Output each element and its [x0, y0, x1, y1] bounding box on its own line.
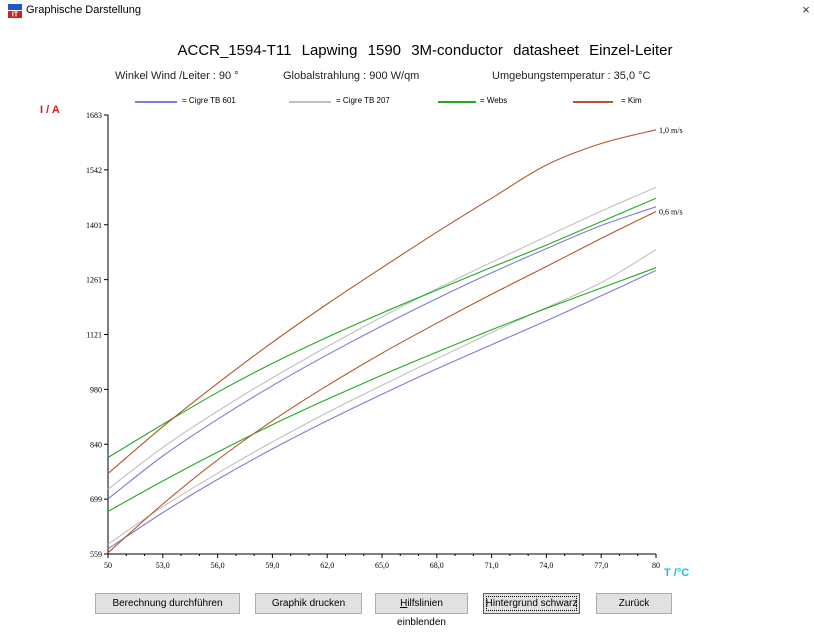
x-tick-label: 80 [652, 561, 660, 570]
show-helplines-button[interactable]: Hilfslinien einblenden [375, 593, 468, 628]
y-tick-label: 1683 [86, 111, 102, 120]
x-tick-label: 50 [104, 561, 112, 570]
x-tick-label: 56,0 [211, 561, 225, 570]
legend-item-cigre207: = Cigre TB 207 [289, 95, 419, 109]
legend-swatch-kim [573, 101, 613, 103]
svg-text:IT: IT [12, 12, 19, 19]
series-line-kim-6 [107, 129, 657, 474]
series-line-kim-7 [107, 211, 657, 554]
y-tick-label: 1542 [86, 166, 102, 175]
x-tick-label: 65,0 [375, 561, 389, 570]
x-tick-label: 62,0 [320, 561, 334, 570]
close-icon[interactable]: × [802, 2, 810, 17]
ambient-temp-text: Umgebungstemperatur : 35,0 °C [492, 70, 651, 82]
legend-swatch-cigre207 [289, 101, 331, 103]
legend-swatch-cigre601 [135, 101, 177, 103]
legend-label-cigre601: = Cigre TB 601 [182, 96, 236, 105]
y-tick-label: 1401 [86, 221, 102, 230]
y-tick-label: 1121 [86, 331, 102, 340]
legend-label-webs: = Webs [480, 96, 508, 105]
y-tick-label: 699 [90, 495, 102, 504]
series-line-cigre-tb-207-3 [107, 249, 657, 545]
title-bar: IT Graphische Darstellung × [0, 0, 814, 22]
back-button[interactable]: Zurück [596, 593, 672, 614]
x-tick-label: 77,0 [594, 561, 608, 570]
wind-angle-text: Winkel Wind /Leiter : 90 ° [115, 70, 239, 82]
print-chart-button[interactable]: Graphik drucken [255, 593, 362, 614]
series-line-webs-5 [107, 267, 657, 512]
series-line-cigre-tb-601-1 [107, 269, 657, 550]
x-tick-label: 59,0 [265, 561, 279, 570]
y-tick-label: 1261 [86, 276, 102, 285]
black-background-button[interactable]: Hintergrund schwarz [483, 593, 580, 614]
y-tick-label: 840 [90, 440, 102, 449]
x-tick-label: 74,0 [539, 561, 553, 570]
helplines-mnemonic: H [400, 598, 408, 609]
series-line-webs-4 [107, 197, 657, 458]
legend-item-kim: = Kim [573, 95, 653, 109]
legend-label-cigre207: = Cigre TB 207 [336, 96, 390, 105]
legend-swatch-webs [438, 101, 476, 103]
chart-plot: 559 699 840 980 1121 1261 1401 1542 1683 50 53,0 56… [86, 111, 683, 570]
x-axis-label: T /°C [664, 567, 690, 579]
legend-item-webs: = Webs [438, 95, 538, 109]
series-line-cigre-tb-207-2 [107, 186, 657, 490]
y-axis-label: I / A [40, 104, 60, 116]
legend-label-kim: = Kim [621, 96, 642, 105]
legend-item-cigre601: = Cigre TB 601 [135, 95, 265, 109]
radiation-text: Globalstrahlung : 900 W/qm [283, 70, 420, 82]
x-tick-label: 68,0 [430, 561, 444, 570]
app-icon: IT [8, 4, 22, 18]
x-tick-label: 53,0 [156, 561, 170, 570]
chart-title: ACCR_1594-T11 Lapwing 1590 3M-conductor … [177, 42, 673, 59]
compute-button[interactable]: Berechnung durchführen [95, 593, 240, 614]
series-line-cigre-tb-601-0 [107, 206, 657, 500]
window-title: Graphische Darstellung [26, 4, 141, 16]
y-tick-label: 559 [90, 550, 102, 559]
x-tick-label: 71,0 [485, 561, 499, 570]
wind-speed-label: 1,0 m/s [659, 126, 683, 135]
y-tick-label: 980 [90, 385, 102, 394]
wind-speed-label: 0,6 m/s [659, 207, 683, 216]
